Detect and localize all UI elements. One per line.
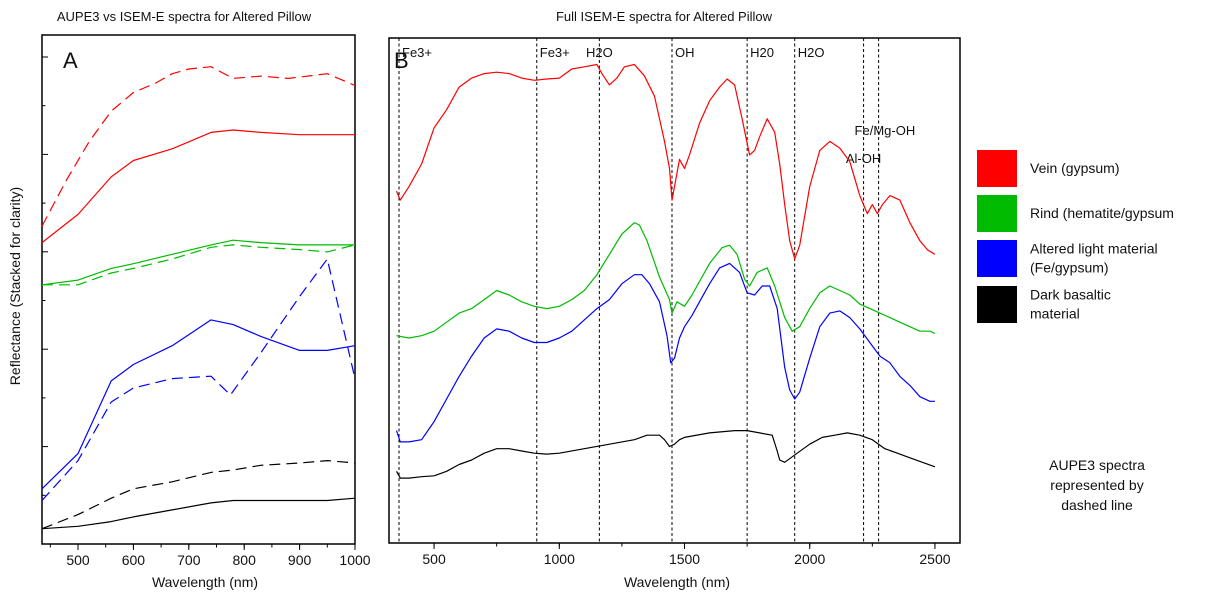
note-line: AUPE3 spectra <box>1049 457 1145 473</box>
a-line-dark-basaltic-dashed <box>41 460 356 530</box>
y-axis-label: Reflectance (Stacked for clarity) <box>7 187 23 385</box>
b-x-tick-label: 1500 <box>669 551 700 567</box>
legend-label: material <box>1030 306 1080 322</box>
reference-label-fe-mg-oh: Fe/Mg-OH <box>855 123 916 138</box>
reference-label-al-oh: Al-OH <box>846 151 881 166</box>
a-line-rind-hematite-gypsum-solid <box>41 239 355 286</box>
panel-b-plot <box>395 63 936 479</box>
a-line-altered-light-material-dashed <box>41 258 356 501</box>
legend: Vein (gypsum) Rind (hematite/gypsum Altere… <box>977 150 1174 323</box>
reference-label-h2o: H2O <box>798 45 825 60</box>
panel-a-x-axis-label: Wavelength (nm) <box>152 574 258 590</box>
b-line-dark-basaltic <box>395 430 936 479</box>
panel-b-label: B <box>394 48 409 73</box>
legend-swatch-altered-light-material <box>977 240 1017 277</box>
panel-a-y-ticks <box>42 56 48 545</box>
legend-label: Dark basaltic <box>1030 287 1111 303</box>
note-line: represented by <box>1050 477 1143 493</box>
legend-label: (Fe/gypsum) <box>1030 260 1109 276</box>
b-line-altered-light-material <box>395 262 935 443</box>
b-x-tick-label: 2500 <box>919 551 950 567</box>
panel-a-label: A <box>63 48 78 73</box>
legend-swatch-vein-gypsum <box>977 150 1017 187</box>
panel-b-title: Full ISEM-E spectra for Altered Pillow <box>556 9 773 24</box>
a-line-vein-gypsum-dashed <box>41 66 356 227</box>
legend-label: Altered light material <box>1030 241 1158 257</box>
note-line: dashed line <box>1061 497 1133 513</box>
a-x-tick-label: 600 <box>122 552 146 568</box>
panel-a-frame <box>41 34 356 545</box>
panel-b-x-axis: 500 1000 1500 2000 2500 <box>422 543 951 567</box>
a-x-tick-label: 700 <box>177 552 201 568</box>
panel-a-x-axis: 500 600 700 800 900 1000 <box>49 544 371 568</box>
panel-b-frame <box>388 37 961 544</box>
legend-label: Vein (gypsum) <box>1030 160 1119 176</box>
reference-label-fe3: Fe3+ <box>402 45 432 60</box>
reference-label-h20: H20 <box>750 45 774 60</box>
a-line-dark-basaltic-solid <box>41 497 356 530</box>
a-x-tick-label: 500 <box>66 552 90 568</box>
b-x-tick-label: 500 <box>422 551 446 567</box>
a-line-vein-gypsum-solid <box>41 129 355 244</box>
a-x-tick-label: 900 <box>288 552 312 568</box>
b-line-vein-gypsum <box>395 63 936 260</box>
a-line-altered-light-material-solid <box>41 319 356 490</box>
panel-a-title: AUPE3 vs ISEM-E spectra for Altered Pill… <box>57 9 312 24</box>
legend-label: Rind (hematite/gypsum <box>1030 205 1174 221</box>
reference-label-oh: OH <box>675 45 695 60</box>
dashed-line-note: AUPE3 spectra represented by dashed line <box>1049 457 1145 513</box>
legend-swatch-rind-hematite-gypsum <box>977 195 1017 232</box>
reference-label-fe3: Fe3+ <box>540 45 570 60</box>
b-x-tick-label: 1000 <box>544 551 575 567</box>
b-line-rind-hematite-gypsum <box>396 222 936 339</box>
b-x-tick-label: 2000 <box>794 551 825 567</box>
panel-b-reference-lines: Fe3+ Fe3+ H2O OH H20 H2O Al-OH Fe/Mg-OH <box>398 38 916 543</box>
panel-b-x-axis-label: Wavelength (nm) <box>624 574 730 590</box>
legend-swatch-dark-basaltic <box>977 286 1017 323</box>
a-x-tick-label: 800 <box>233 552 257 568</box>
panel-a-plot <box>41 66 356 530</box>
reference-label-h2o: H2O <box>586 45 613 60</box>
a-line-rind-hematite-gypsum-dashed <box>42 244 356 286</box>
a-x-tick-label: 1000 <box>339 552 370 568</box>
